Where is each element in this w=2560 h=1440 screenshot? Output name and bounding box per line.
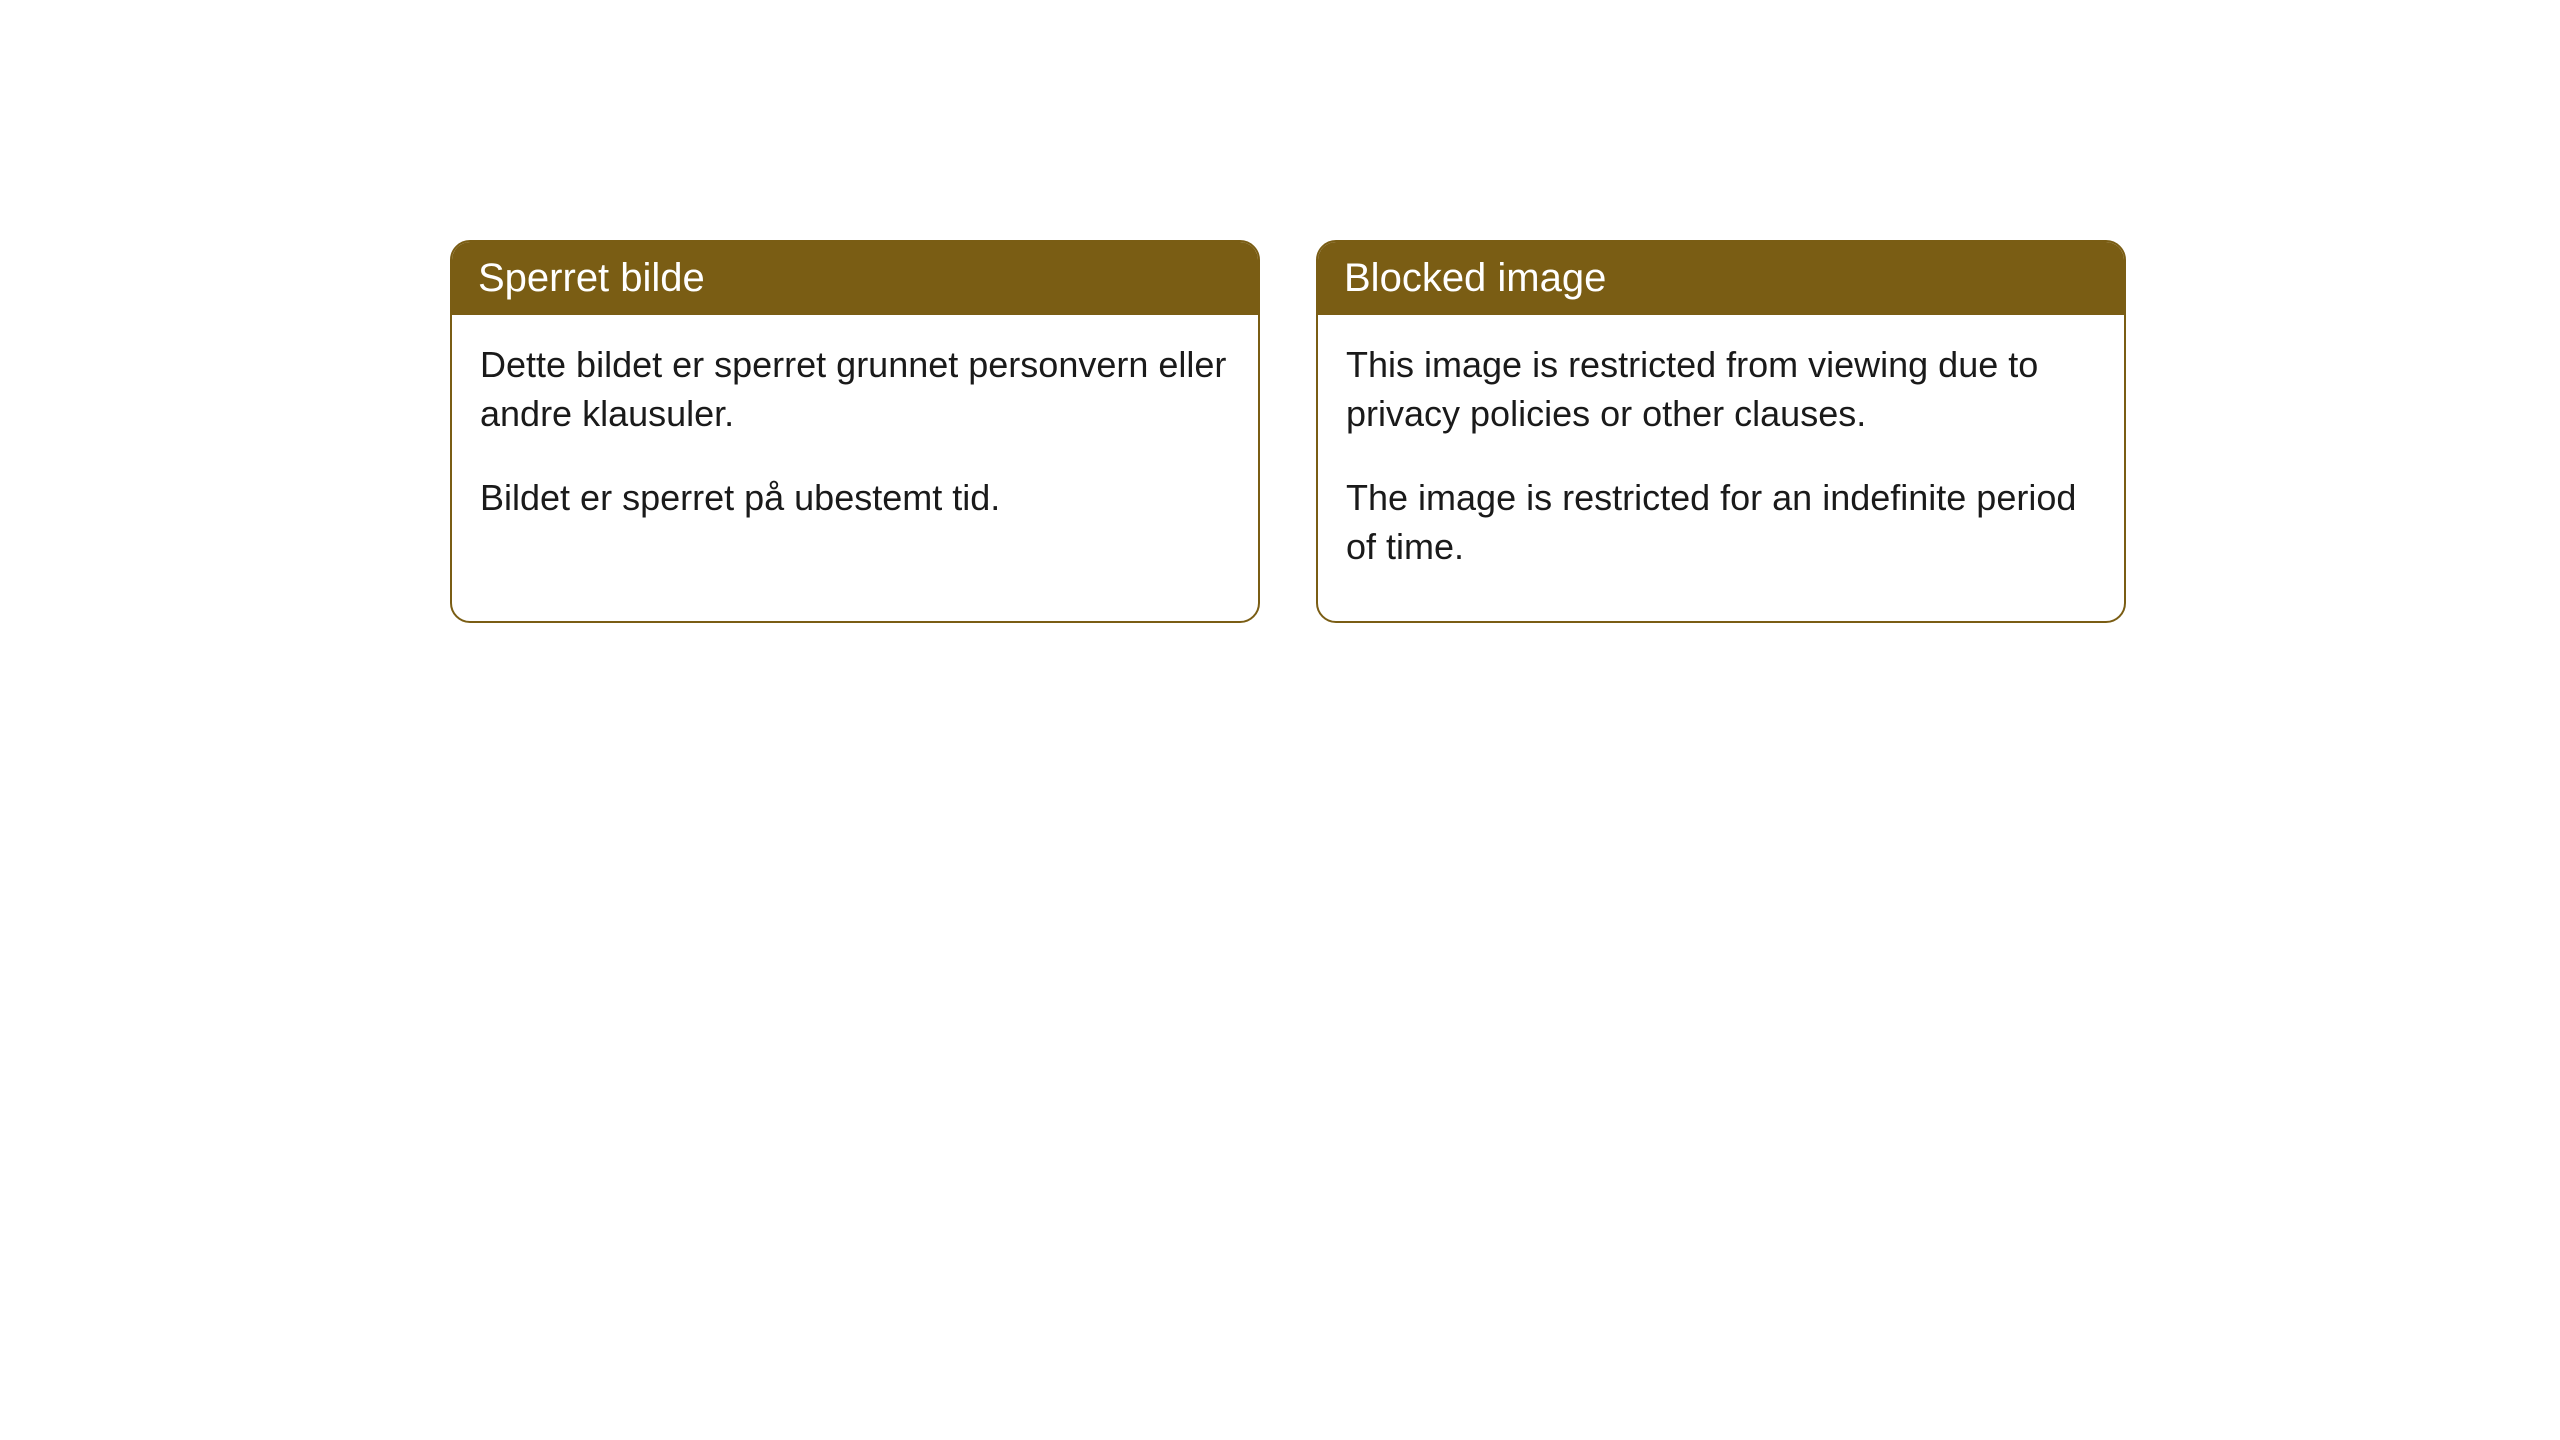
card-header-english: Blocked image [1318,242,2124,315]
cards-container: Sperret bilde Dette bildet er sperret gr… [450,240,2126,623]
card-body-english: This image is restricted from viewing du… [1318,315,2124,621]
card-norwegian: Sperret bilde Dette bildet er sperret gr… [450,240,1260,623]
card-english: Blocked image This image is restricted f… [1316,240,2126,623]
card-body-line2-english: The image is restricted for an indefinit… [1346,474,2096,571]
card-body-line1-norwegian: Dette bildet er sperret grunnet personve… [480,341,1230,438]
card-body-norwegian: Dette bildet er sperret grunnet personve… [452,315,1258,573]
card-body-line1-english: This image is restricted from viewing du… [1346,341,2096,438]
card-header-norwegian: Sperret bilde [452,242,1258,315]
card-body-line2-norwegian: Bildet er sperret på ubestemt tid. [480,474,1230,523]
